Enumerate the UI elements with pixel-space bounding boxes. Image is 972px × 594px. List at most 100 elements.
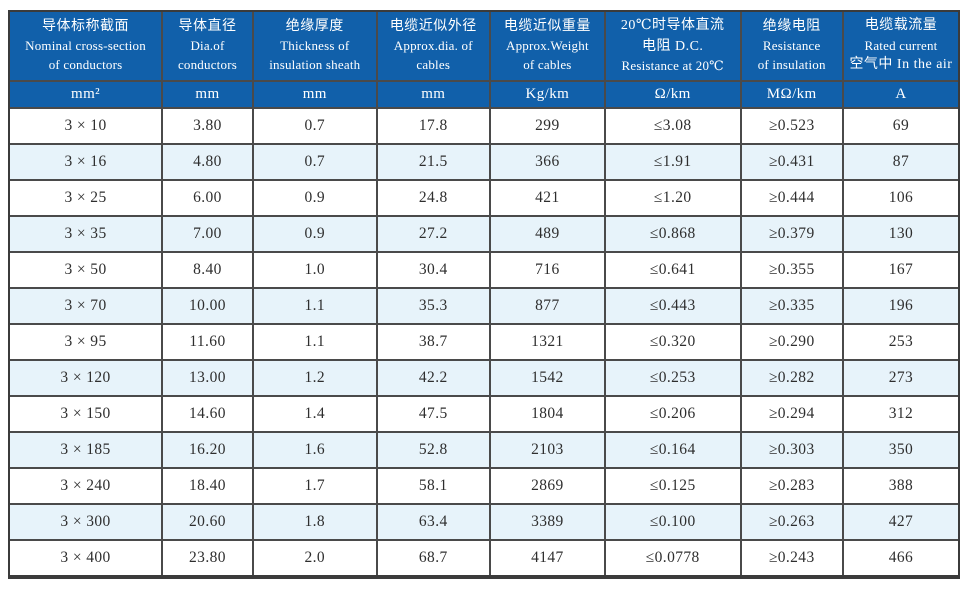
table-cell: ≥0.303 xyxy=(741,433,842,467)
table-cell: ≤3.08 xyxy=(605,109,740,143)
unit-cell-dc-resistance: Ω/km xyxy=(605,82,740,107)
table-cell: 1804 xyxy=(490,397,604,431)
table-cell: 6.00 xyxy=(163,181,252,215)
table-cell: 3 × 300 xyxy=(10,505,162,539)
table-cell: 2869 xyxy=(490,469,604,503)
cable-spec-table: 导体标称截面 Nominal cross-section of conducto… xyxy=(8,10,960,579)
table-cell: 0.9 xyxy=(253,181,376,215)
table-cell: 63.4 xyxy=(377,505,489,539)
table-cell: 3 × 95 xyxy=(10,325,162,359)
table-cell: 3.80 xyxy=(163,109,252,143)
table-cell: 68.7 xyxy=(377,541,489,575)
header-line-zh: 20℃时导体直流 xyxy=(620,18,725,34)
header-line-en: Approx.Weight xyxy=(505,38,589,54)
table-cell: 3 × 400 xyxy=(10,541,162,575)
header-cell-rated-current: 电缆载流量 Rated current 空气中 In the air xyxy=(843,12,958,80)
table-cell: 1.4 xyxy=(253,397,376,431)
table-cell: 35.3 xyxy=(377,289,489,323)
table-cell: 1.7 xyxy=(253,469,376,503)
table-cell: 16.20 xyxy=(163,433,252,467)
table-cell: ≥0.355 xyxy=(741,253,842,287)
header-line-en: Rated current xyxy=(864,37,938,53)
table-cell: 877 xyxy=(490,289,604,323)
header-line-zh: 电阻 D.C. xyxy=(641,38,704,54)
table-cell: 58.1 xyxy=(377,469,489,503)
header-line-zh: 绝缘厚度 xyxy=(285,19,344,34)
table-cell: 466 xyxy=(843,541,958,575)
header-cell-cable-dia: 电缆近似外径 Approx.dia. of cables xyxy=(377,12,489,80)
table-cell: 489 xyxy=(490,217,604,251)
table-cell: 0.9 xyxy=(253,217,376,251)
header-line-en: of cables xyxy=(523,57,572,73)
header-line-en: Resistance xyxy=(762,38,821,54)
table-cell: ≥0.290 xyxy=(741,325,842,359)
table-cell: ≤0.253 xyxy=(605,361,740,395)
table-cell: 3 × 35 xyxy=(10,217,162,251)
table-cell: 312 xyxy=(843,397,958,431)
table-cell: 167 xyxy=(843,253,958,287)
header-cell-cable-weight: 电缆近似重量 Approx.Weight of cables xyxy=(490,12,604,80)
table-cell: 1.0 xyxy=(253,253,376,287)
header-line-zh: 电缆近似重量 xyxy=(503,19,591,34)
table-cell: 10.00 xyxy=(163,289,252,323)
table-cell: 427 xyxy=(843,505,958,539)
table-cell: 21.5 xyxy=(377,145,489,179)
table-cell: 3 × 150 xyxy=(10,397,162,431)
table-cell: 1.6 xyxy=(253,433,376,467)
table-cell: 3 × 25 xyxy=(10,181,162,215)
table-cell: ≤0.320 xyxy=(605,325,740,359)
table-cell: ≤0.868 xyxy=(605,217,740,251)
table-cell: ≤0.125 xyxy=(605,469,740,503)
table-cell: ≤0.100 xyxy=(605,505,740,539)
table-cell: ≤0.0778 xyxy=(605,541,740,575)
unit-cell-cross-section: mm² xyxy=(10,82,162,107)
table-cell: 366 xyxy=(490,145,604,179)
header-line-en: of insulation xyxy=(757,57,826,73)
header-line-zh: 导体直径 xyxy=(178,19,237,34)
header-line-en: Dia.of xyxy=(190,38,225,54)
table-cell: ≤0.164 xyxy=(605,433,740,467)
table-cell: 17.8 xyxy=(377,109,489,143)
table-cell: 106 xyxy=(843,181,958,215)
table-cell: 38.7 xyxy=(377,325,489,359)
table-cell: ≥0.282 xyxy=(741,361,842,395)
table-cell: ≤0.443 xyxy=(605,289,740,323)
table-cell: 11.60 xyxy=(163,325,252,359)
table-cell: 350 xyxy=(843,433,958,467)
table-cell: ≥0.431 xyxy=(741,145,842,179)
table-cell: 4147 xyxy=(490,541,604,575)
header-line-en: insulation sheath xyxy=(269,57,361,73)
table-cell: 1321 xyxy=(490,325,604,359)
table-cell: 253 xyxy=(843,325,958,359)
table-cell: ≤1.91 xyxy=(605,145,740,179)
unit-cell-conductor-dia: mm xyxy=(163,82,252,107)
table-cell: 1.1 xyxy=(253,289,376,323)
unit-cell-insulation-thickness: mm xyxy=(253,82,376,107)
unit-cell-rated-current: A xyxy=(843,82,958,107)
table-cell: 2103 xyxy=(490,433,604,467)
table-cell: 3 × 120 xyxy=(10,361,162,395)
table-cell: 87 xyxy=(843,145,958,179)
header-line-zh: 绝缘电阻 xyxy=(762,19,821,34)
table-cell: 0.7 xyxy=(253,109,376,143)
table-cell: 13.00 xyxy=(163,361,252,395)
table-cell: 3 × 10 xyxy=(10,109,162,143)
table-cell: 299 xyxy=(490,109,604,143)
table-cell: 1.8 xyxy=(253,505,376,539)
table-cell: 3389 xyxy=(490,505,604,539)
header-line-en: conductors xyxy=(177,57,237,73)
header-line-en: Nominal cross-section xyxy=(25,38,146,54)
table-cell: 23.80 xyxy=(163,541,252,575)
table-cell: 3 × 50 xyxy=(10,253,162,287)
header-line-en: cables xyxy=(416,57,451,73)
header-line-en: Resistance at 20℃ xyxy=(621,57,724,73)
table-cell: 30.4 xyxy=(377,253,489,287)
table-cell: 7.00 xyxy=(163,217,252,251)
table-cell: 130 xyxy=(843,217,958,251)
header-line-zh: 电缆近似外径 xyxy=(389,19,477,34)
table-cell: ≥0.294 xyxy=(741,397,842,431)
header-cell-conductor-dia: 导体直径 Dia.of conductors xyxy=(163,12,252,80)
table-cell: 8.40 xyxy=(163,253,252,287)
unit-cell-cable-dia: mm xyxy=(377,82,489,107)
table-cell: ≥0.444 xyxy=(741,181,842,215)
